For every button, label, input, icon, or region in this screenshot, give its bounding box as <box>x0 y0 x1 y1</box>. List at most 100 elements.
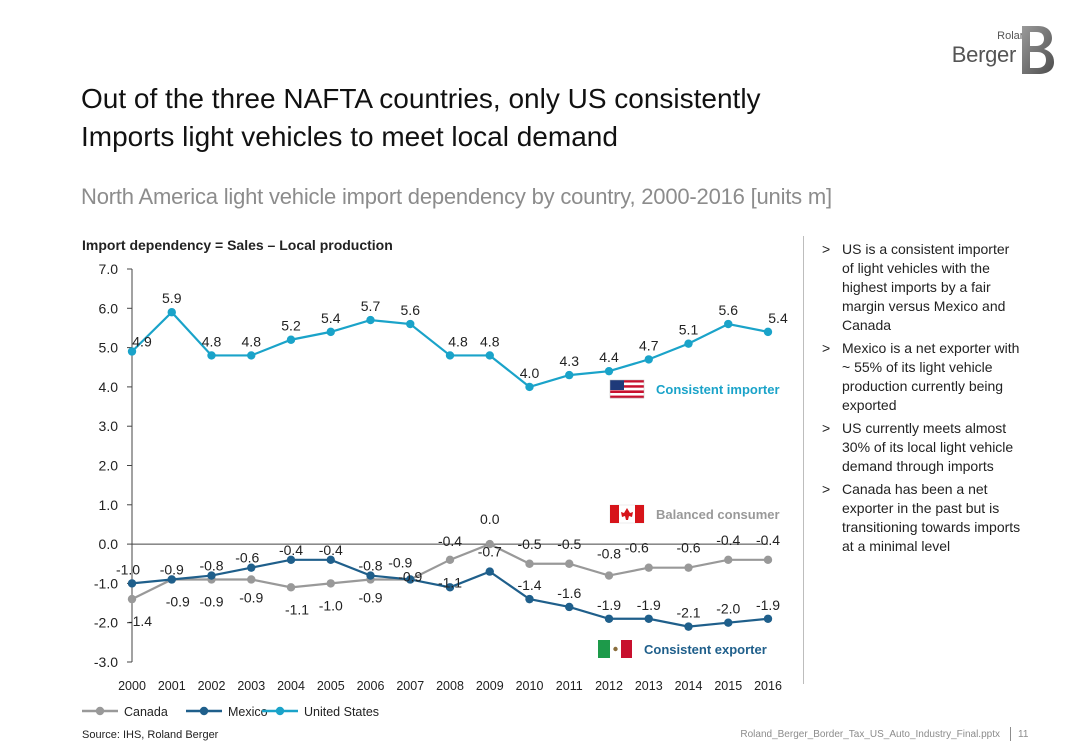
title-line-1: Out of the three NAFTA countries, only U… <box>81 83 761 114</box>
x-tick-label: 2016 <box>754 679 782 693</box>
us-flag-stripe <box>610 387 644 391</box>
united-states-data-label: 4.9 <box>132 334 152 350</box>
y-tick-label: 7.0 <box>99 261 119 277</box>
united-states-series-line <box>131 310 769 389</box>
us-flag-stripe <box>610 380 644 383</box>
mexico-data-point <box>525 594 534 604</box>
united-states-data-point <box>167 308 176 317</box>
chart-container: Import dependency = Sales – Local produc… <box>82 237 788 719</box>
x-tick-label: 2000 <box>118 679 146 693</box>
x-tick-label: 2009 <box>476 679 504 693</box>
united-states-data-point <box>763 327 773 337</box>
united-states-data-label: 5.1 <box>679 322 699 338</box>
x-tick-label: 2005 <box>317 679 345 693</box>
legend-label: Canada <box>124 705 168 719</box>
united-states-data-point <box>127 347 137 356</box>
bullet-marker: > <box>822 340 831 356</box>
mexico-data-point <box>406 575 415 584</box>
y-tick-label: 1.0 <box>99 497 119 513</box>
us-flag-stripe <box>610 393 644 396</box>
canada-flag-left-band <box>610 505 619 523</box>
legend-marker <box>95 706 105 716</box>
x-tick-label: 2015 <box>714 679 742 693</box>
mexico-data-label: -0.8 <box>358 558 382 574</box>
united-states-data-point <box>247 351 256 360</box>
mexico-data-point <box>366 571 375 580</box>
united-states-data-point <box>724 319 733 329</box>
united-states-data-point <box>326 327 335 337</box>
mexico-data-point <box>326 555 335 565</box>
bullet-text: Mexico is a net exporter with ~ 55% of i… <box>842 340 1020 413</box>
mexico-data-point <box>763 614 773 623</box>
united-states-data-label: 4.8 <box>480 333 500 349</box>
us-flag-border <box>609 379 645 399</box>
source-note: Source: IHS, Roland Berger <box>82 729 219 741</box>
x-tick-label: 2014 <box>675 679 703 693</box>
united-states-data-point <box>207 351 216 360</box>
legend-marker <box>199 706 209 716</box>
mexico-data-label: -0.4 <box>319 542 343 558</box>
chart-title: Import dependency = Sales – Local produc… <box>82 237 393 253</box>
mexico-data-label: -1.1 <box>438 574 462 590</box>
canada-data-label: -1.0 <box>319 597 343 613</box>
united-states-data-label: 4.0 <box>520 365 540 381</box>
mexico-data-label: -0.9 <box>160 561 184 577</box>
y-tick-label: 0.0 <box>99 536 119 552</box>
mexico-flag-green <box>598 640 610 658</box>
mexico-data-point <box>565 602 574 612</box>
united-states-data-label: 4.8 <box>448 333 468 349</box>
mexico-flag-red <box>621 640 632 658</box>
mexico-data-point <box>286 555 296 565</box>
united-states-data-point <box>286 335 296 344</box>
mexico-data-point <box>644 614 653 623</box>
annotation-label: Balanced consumer <box>656 507 780 522</box>
x-tick-label: 2007 <box>396 679 424 693</box>
legend-marker <box>275 706 285 716</box>
x-tick-label: 2006 <box>357 679 385 693</box>
x-tick-label: 2008 <box>436 679 464 693</box>
bullet-item: > US currently meets almost 30% of its l… <box>822 419 1022 476</box>
united-states-data-point <box>406 319 415 329</box>
logo-berger-text: Berger <box>951 42 1017 67</box>
y-tick-label: 5.0 <box>99 340 119 356</box>
united-states-data-label: 5.2 <box>281 318 301 334</box>
annotation-label: Consistent importer <box>656 382 780 397</box>
canada-data-label: -0.5 <box>517 536 541 552</box>
bullet-item: > Mexico is a net exporter with ~ 55% of… <box>822 339 1022 415</box>
y-tick-label: 3.0 <box>99 418 119 434</box>
bullet-marker: > <box>822 481 831 497</box>
key-findings-list: > US is a consistent importer of light v… <box>822 240 1022 560</box>
mexico-series-line <box>131 558 769 628</box>
bullet-item: > US is a consistent importer of light v… <box>822 240 1022 335</box>
vertical-divider <box>803 236 804 684</box>
united-states-data-label: 5.6 <box>401 302 421 318</box>
maple-leaf-icon <box>621 508 633 520</box>
canada-data-label: -0.5 <box>557 536 581 552</box>
mexico-data-label: -1.9 <box>756 597 780 613</box>
canada-data-label: -0.4 <box>438 533 462 549</box>
x-tick-label: 2003 <box>237 679 265 693</box>
mexico-data-label: -1.9 <box>637 597 661 613</box>
canada-data-label: -1.4 <box>128 613 152 629</box>
united-states-data-point <box>485 351 494 360</box>
canada-data-point <box>724 555 733 565</box>
mexico-data-point <box>724 618 733 627</box>
logo-b-mark-icon <box>1022 26 1054 74</box>
mexico-data-point <box>167 575 176 584</box>
united-states-data-point <box>565 370 574 380</box>
mexico-data-label: -0.8 <box>199 558 223 574</box>
legend-label: Mexico <box>228 705 268 719</box>
mexico-data-label: -2.1 <box>676 605 700 621</box>
bullet-text: US currently meets almost 30% of its loc… <box>842 420 1014 474</box>
mexico-data-point <box>604 614 614 623</box>
canada-data-point <box>286 583 296 592</box>
y-tick-label: -1.0 <box>94 575 118 591</box>
canada-data-label: -0.9 <box>388 554 412 570</box>
x-tick-label: 2001 <box>158 679 186 693</box>
united-states-data-label: 4.7 <box>639 337 659 353</box>
bullet-text: Canada has been a net exporter in the pa… <box>842 481 1021 554</box>
united-states-data-point <box>644 355 653 364</box>
canada-data-label: -0.9 <box>166 593 190 609</box>
footer-filename: Roland_Berger_Border_Tax_US_Auto_Industr… <box>740 729 1000 740</box>
